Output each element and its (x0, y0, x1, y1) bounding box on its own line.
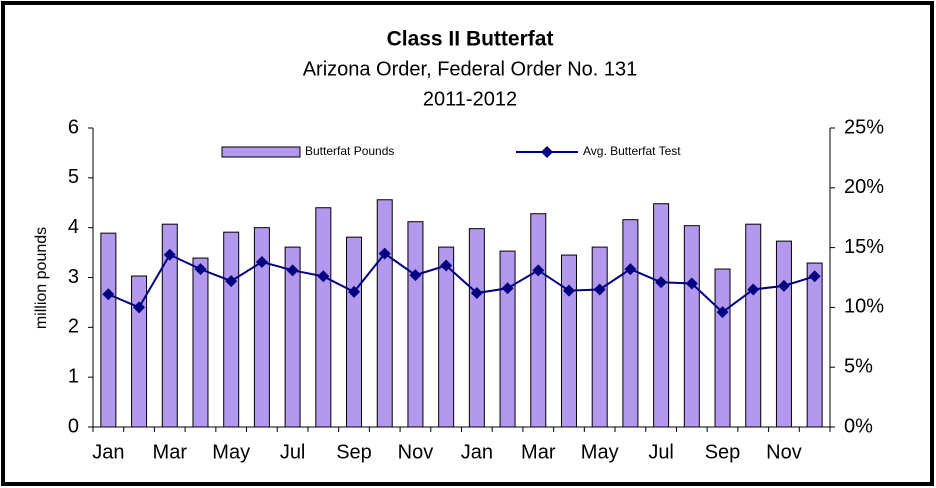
y-tick-label: 5 (68, 166, 79, 188)
x-tick-label: Jan (92, 441, 124, 463)
line-marker (194, 263, 207, 276)
x-tick-label: Jan (461, 441, 493, 463)
line-marker (593, 283, 606, 296)
line-marker (133, 301, 146, 314)
bar (315, 207, 332, 428)
x-tick-label: Mar (153, 441, 188, 463)
line-marker (808, 270, 821, 283)
bar (284, 246, 301, 428)
x-tick-label: Nov (398, 441, 434, 463)
line-marker (286, 264, 299, 277)
x-tick-label: Jul (280, 441, 306, 463)
line-marker (747, 283, 760, 296)
y2-tick-label: 20% (844, 176, 884, 198)
bar (161, 223, 178, 428)
bar (192, 257, 209, 428)
line-marker (163, 248, 176, 261)
line-marker (255, 255, 268, 268)
x-tick-label: May (581, 441, 619, 463)
legend-marker (541, 146, 553, 158)
bar (745, 223, 762, 428)
line-marker (562, 284, 575, 297)
bar (653, 203, 670, 428)
bar (100, 232, 117, 428)
bar (591, 246, 608, 428)
line-marker (685, 277, 698, 290)
chart-subtitle: 2011-2012 (423, 88, 517, 110)
bar (253, 227, 270, 428)
line-marker (470, 287, 483, 300)
bar (683, 225, 700, 428)
y2-tick-label: 10% (844, 296, 884, 318)
y2-tick-label: 15% (844, 236, 884, 258)
bar (530, 213, 547, 428)
chart-subtitle: Arizona Order, Federal Order No. 131 (303, 58, 638, 80)
bar (806, 262, 823, 428)
chart-title: Class II Butterfat (387, 28, 554, 51)
line-marker (716, 306, 729, 319)
bar (622, 219, 639, 428)
line-marker (409, 269, 422, 282)
bar (346, 236, 363, 428)
x-tick-label: Sep (336, 441, 372, 463)
line-marker (102, 288, 115, 301)
bar (499, 250, 516, 428)
line-marker (532, 264, 545, 277)
y-tick-label: 0 (68, 415, 79, 437)
y-tick-label: 1 (68, 365, 79, 387)
y-tick-label: 6 (68, 116, 79, 138)
x-tick-label: Nov (766, 441, 802, 463)
legend-label: Butterfat Pounds (305, 144, 394, 158)
bar (407, 221, 424, 428)
line-marker (378, 247, 391, 260)
y-tick-label: 3 (68, 266, 79, 288)
bar (223, 231, 240, 428)
x-tick-label: Mar (521, 441, 556, 463)
bar (376, 199, 393, 428)
y2-tick-label: 5% (844, 355, 873, 377)
y2-tick-label: 0% (844, 415, 873, 437)
line-marker (501, 282, 514, 295)
line-marker (225, 275, 238, 288)
legend-label: Avg. Butterfat Test (583, 144, 681, 158)
bar (438, 246, 455, 428)
line-marker (440, 259, 453, 272)
y-axis-label: million pounds (33, 227, 50, 329)
bar (468, 228, 485, 428)
line-marker (624, 263, 637, 276)
bar (714, 268, 731, 428)
y-tick-label: 4 (68, 216, 79, 238)
line-marker (655, 276, 668, 289)
line-marker (348, 285, 361, 298)
line-marker (777, 279, 790, 292)
line-marker (317, 270, 330, 283)
y-tick-label: 2 (68, 316, 79, 338)
legend-swatch (221, 146, 301, 158)
bar (131, 275, 148, 428)
bar (560, 254, 577, 428)
x-tick-label: Sep (705, 441, 741, 463)
bar (775, 240, 792, 428)
y2-tick-label: 25% (844, 116, 884, 138)
line (107, 252, 815, 314)
x-tick-label: Jul (648, 441, 674, 463)
x-tick-label: May (212, 441, 250, 463)
